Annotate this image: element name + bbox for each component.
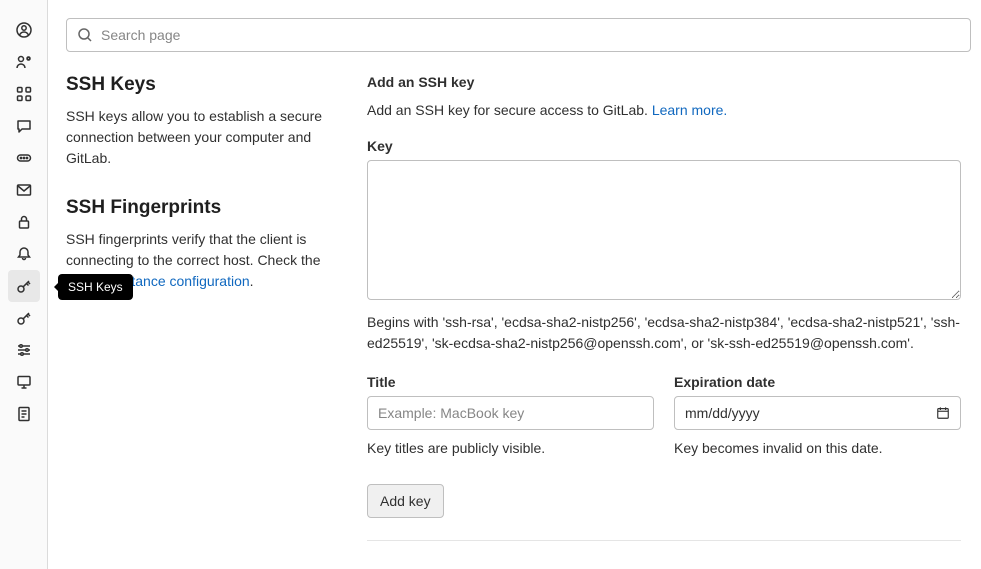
expiration-label: Expiration date: [674, 374, 961, 390]
sidebar-item-emails[interactable]: [8, 174, 40, 206]
add-key-subtitle: Add an SSH key: [367, 74, 961, 90]
left-column: SSH Keys SSH keys allow you to establish…: [66, 74, 367, 541]
section-separator: [367, 540, 961, 541]
lead-text: Add an SSH key for secure access to GitL…: [367, 102, 652, 118]
title-label: Title: [367, 374, 654, 390]
tooltip-label: SSH Keys: [68, 280, 123, 294]
expiration-input[interactable]: mm/dd/yyyy: [674, 396, 961, 430]
token-icon: [16, 150, 32, 166]
sliders-icon: [16, 342, 32, 358]
title-field-group: Title Key titles are publicly visible.: [367, 374, 654, 456]
expiration-field-group: Expiration date mm/dd/yyyy Key becomes i…: [674, 374, 961, 456]
user-gear-icon: [16, 54, 32, 70]
user-circle-icon: [16, 22, 32, 38]
chat-icon: [16, 118, 32, 134]
learn-more-link[interactable]: Learn more.: [652, 102, 727, 118]
sidebar-item-chat[interactable]: [8, 110, 40, 142]
sidebar-item-ssh-keys[interactable]: [8, 270, 40, 302]
sidebar-item-profile[interactable]: [8, 46, 40, 78]
sidebar-item-account[interactable]: [8, 14, 40, 46]
mail-icon: [16, 182, 32, 198]
key-textarea[interactable]: [367, 160, 961, 300]
fingerprints-desc-pre: SSH fingerprints verify that the client …: [66, 231, 320, 268]
add-key-button[interactable]: Add key: [367, 484, 444, 518]
key-icon: [16, 278, 32, 294]
sidebar-item-password[interactable]: [8, 206, 40, 238]
expiration-hint: Key becomes invalid on this date.: [674, 440, 961, 456]
key-label: Key: [367, 138, 961, 154]
search-page-field[interactable]: [66, 18, 971, 52]
search-input[interactable]: [101, 27, 960, 43]
ssh-fingerprints-heading: SSH Fingerprints: [66, 197, 343, 219]
sidebar-nav: [0, 0, 48, 569]
sidebar-item-authentication-log[interactable]: [8, 398, 40, 430]
expiration-value: mm/dd/yyyy: [685, 405, 760, 421]
lock-icon: [16, 214, 32, 230]
apps-grid-icon: [16, 86, 32, 102]
sidebar-item-active-sessions[interactable]: [8, 366, 40, 398]
title-input[interactable]: [367, 396, 654, 430]
fingerprints-desc-post: .: [250, 273, 254, 289]
sidebar-item-gpg-keys[interactable]: [8, 302, 40, 334]
search-icon: [77, 27, 93, 43]
ssh-keys-heading: SSH Keys: [66, 74, 343, 96]
add-key-lead: Add an SSH key for secure access to GitL…: [367, 102, 961, 118]
log-icon: [16, 406, 32, 422]
sidebar-item-preferences[interactable]: [8, 334, 40, 366]
sidebar-item-applications[interactable]: [8, 78, 40, 110]
sidebar-item-tokens[interactable]: [8, 142, 40, 174]
sidebar-item-notifications[interactable]: [8, 238, 40, 270]
key-icon: [16, 310, 32, 326]
bell-icon: [16, 246, 32, 262]
tooltip-ssh-keys: SSH Keys: [58, 274, 133, 300]
ssh-keys-description: SSH keys allow you to establish a secure…: [66, 106, 343, 169]
monitor-icon: [16, 374, 32, 390]
title-hint: Key titles are publicly visible.: [367, 440, 654, 456]
right-column: Add an SSH key Add an SSH key for secure…: [367, 74, 971, 541]
calendar-icon: [936, 406, 950, 420]
main-content: SSH Keys SSH keys allow you to establish…: [48, 0, 981, 541]
key-hint: Begins with 'ssh-rsa', 'ecdsa-sha2-nistp…: [367, 312, 961, 354]
